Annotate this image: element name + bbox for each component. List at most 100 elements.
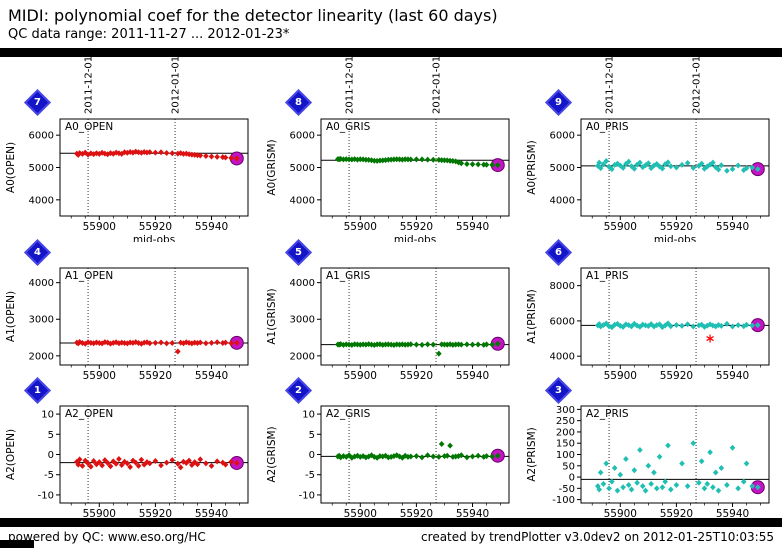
data-point xyxy=(430,341,436,348)
plot-a0-pris[interactable]: 2011-12-01 2012-01-01 55900 55920 55940 4000 5… xyxy=(521,56,781,246)
data-point xyxy=(88,463,94,470)
data-point xyxy=(121,149,128,156)
data-point xyxy=(665,159,672,166)
data-point xyxy=(76,338,83,345)
data-point xyxy=(124,149,131,156)
data-point xyxy=(463,160,470,167)
x-tick-label: 55920 xyxy=(139,221,172,233)
data-point xyxy=(631,165,638,172)
data-point xyxy=(222,339,229,346)
y-tick-label: 250 xyxy=(556,416,575,427)
data-point xyxy=(76,456,83,463)
data-point xyxy=(596,486,603,493)
data-point xyxy=(480,341,487,348)
data-point xyxy=(183,459,190,466)
data-point xyxy=(441,341,447,348)
data-point xyxy=(452,453,459,460)
data-point xyxy=(662,161,669,168)
data-point xyxy=(407,341,414,348)
plot-cell-a0-open: 7 2011-12-01 2012-01-01 55900 55920 55940 400… xyxy=(0,56,261,246)
data-point xyxy=(75,461,82,468)
data-point xyxy=(127,464,133,471)
data-point xyxy=(452,158,459,165)
plot-a2-pris[interactable]: 55900 55920 55940 -100-50050100150200250300… xyxy=(521,380,781,520)
data-point xyxy=(228,458,234,465)
y-tick-label: -5 xyxy=(305,470,315,481)
y-tick-label: 3000 xyxy=(289,315,314,326)
x-tick-label: 55900 xyxy=(604,370,637,380)
data-point xyxy=(438,341,445,348)
data-point xyxy=(177,464,184,471)
data-point xyxy=(118,462,125,469)
plot-a1-pris[interactable]: 55900 55920 55940 4000 6000 8000 A1_PRIS A1(PRI… xyxy=(521,242,781,382)
data-point xyxy=(458,341,464,348)
data-point xyxy=(357,453,363,460)
y-tick-label: -5 xyxy=(44,470,54,481)
data-point xyxy=(654,485,660,492)
plot-title: A1_OPEN xyxy=(65,270,113,282)
data-point xyxy=(132,459,139,466)
data-point xyxy=(701,485,708,492)
data-point xyxy=(393,156,400,163)
data-point xyxy=(407,453,414,460)
badge-number: 7 xyxy=(34,97,41,108)
data-point xyxy=(730,166,736,173)
data-point xyxy=(385,341,391,348)
data-point xyxy=(474,452,481,459)
data-point xyxy=(132,339,139,346)
plot-a0-gris[interactable]: 2011-12-01 2012-01-01 55900 55920 55940 4000 5… xyxy=(261,56,521,246)
y-tick-label: 5000 xyxy=(29,163,54,174)
y-tick-label: 6000 xyxy=(550,316,575,327)
data-point xyxy=(407,156,414,163)
data-point xyxy=(102,339,108,346)
data-point xyxy=(189,151,195,158)
y-tick-label: -50 xyxy=(559,484,575,495)
data-point xyxy=(127,148,133,155)
data-point xyxy=(441,157,447,164)
data-point xyxy=(110,458,117,465)
x-tick-label: 55940 xyxy=(716,508,749,518)
badge-number: 1 xyxy=(34,385,41,396)
y-tick-label: 4000 xyxy=(289,195,314,206)
data-point xyxy=(444,341,450,348)
data-point xyxy=(651,469,658,476)
data-point xyxy=(438,157,445,164)
data-point xyxy=(707,321,714,328)
data-point xyxy=(673,481,680,488)
data-point xyxy=(194,152,201,159)
plot-frame xyxy=(59,118,249,217)
data-point xyxy=(626,481,632,488)
data-point xyxy=(214,153,220,160)
data-point xyxy=(208,339,215,346)
data-point xyxy=(348,156,355,163)
data-point xyxy=(351,341,358,348)
data-point xyxy=(402,452,408,459)
badge-number: 4 xyxy=(34,247,41,258)
data-point xyxy=(446,442,453,449)
data-point xyxy=(399,341,405,348)
data-point xyxy=(455,159,461,166)
data-point xyxy=(430,453,436,460)
data-point xyxy=(191,459,198,466)
data-point xyxy=(668,163,674,170)
plot-a0-open[interactable]: 2011-12-01 2012-01-01 55900 55920 55940 4000 5… xyxy=(0,56,260,246)
data-point xyxy=(701,165,708,172)
plot-a2-open[interactable]: 55900 55920 55940 -10 -5 0 5 10 A2_OPEN A2(OPEN) xyxy=(0,380,260,520)
plot-title: A2_GRIS xyxy=(326,408,371,420)
plot-a1-gris[interactable]: 55900 55920 55940 2000 3000 4000 A1_GRIS A1(GRI… xyxy=(261,242,521,382)
plot-a2-gris[interactable]: 55900 55920 55940 -10 -5 0 5 10 A2_GRIS A2(GRISM) xyxy=(261,380,521,520)
data-point xyxy=(603,460,610,467)
data-point xyxy=(629,163,635,170)
data-point xyxy=(189,462,195,469)
data-point xyxy=(718,162,725,169)
data-point xyxy=(735,162,742,169)
y-tick-label: 4000 xyxy=(29,278,54,289)
data-point xyxy=(623,321,630,328)
data-point xyxy=(659,484,666,491)
plot-title: A1_PRIS xyxy=(586,270,629,282)
plot-a1-open[interactable]: 55900 55920 55940 2000 3000 4000 A1_OPEN A1(OPE… xyxy=(0,242,260,382)
x-tick-label: 55900 xyxy=(343,370,376,380)
data-point xyxy=(716,487,722,494)
data-point xyxy=(629,323,635,330)
powered-by-link[interactable]: powered by QC: www.eso.org/HC xyxy=(8,530,206,544)
